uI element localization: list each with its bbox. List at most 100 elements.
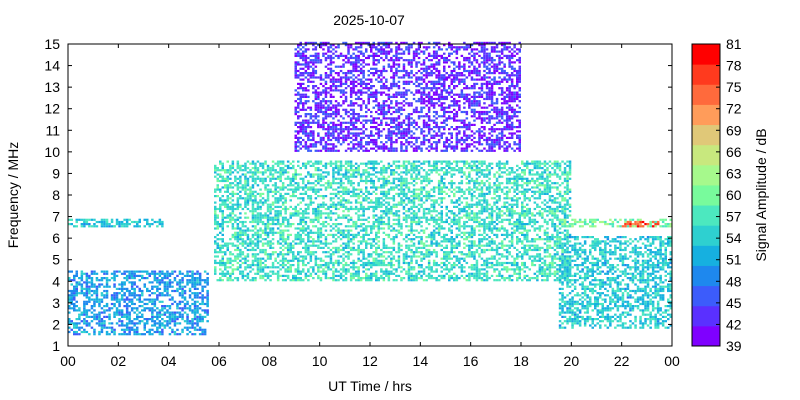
heatmap-cell [221,233,224,236]
heatmap-cell [158,330,162,334]
heatmap-cell [420,251,423,254]
heatmap-cell [269,207,272,211]
heatmap-cell [359,277,363,280]
heatmap-cell [297,164,300,167]
heatmap-cell [493,242,496,245]
heatmap-cell [312,268,315,271]
heatmap-cell [312,231,315,234]
heatmap-cell [324,162,328,165]
heatmap-cell [450,173,453,176]
heatmap-cell [382,182,386,185]
heatmap-cell [266,274,270,277]
heatmap-cell [480,186,484,189]
heatmap-cell [375,277,378,280]
heatmap-cell [498,195,501,198]
heatmap-cell [125,315,129,318]
heatmap-cell [168,313,172,316]
heatmap-cell [516,253,519,256]
heatmap-cell [518,216,521,219]
heatmap-cell [392,238,396,241]
heatmap-cell [430,251,433,254]
heatmap-cell [188,326,192,329]
heatmap-cell [148,307,151,310]
heatmap-cell [203,315,207,318]
heatmap-cell [465,201,469,204]
heatmap-cell [505,236,509,239]
heatmap-cell [465,182,469,185]
heatmap-cell [372,205,375,208]
heatmap-cell [312,207,315,211]
heatmap-cell [375,218,378,221]
heatmap-cell [261,164,265,167]
heatmap-cell [367,264,370,267]
heatmap-cell [176,289,179,293]
heatmap-cell [352,268,355,271]
heatmap-cell [319,216,323,219]
heatmap-cell [460,175,464,178]
heatmap-cell [214,210,217,213]
heatmap-cell [327,186,330,189]
heatmap-cell [178,333,182,336]
heatmap-cell [196,287,199,290]
heatmap-cell [254,257,257,260]
heatmap-cell [319,179,323,183]
heatmap-cell [380,255,383,258]
heatmap-cell [443,233,446,236]
heatmap-cell [312,242,315,245]
heatmap-cell [339,167,343,170]
heatmap-cell [234,175,237,178]
heatmap-cell [68,318,71,321]
heatmap-cell [435,270,438,273]
heatmap-cell [125,307,129,310]
heatmap-cell [354,233,358,236]
heatmap-cell [440,236,443,239]
heatmap-cell [443,277,446,280]
heatmap-cell [543,274,547,277]
heatmap-cell [417,160,421,163]
heatmap-cell [274,177,277,180]
heatmap-cell [88,277,91,280]
heatmap-cell [518,173,521,176]
heatmap-cell [259,227,262,230]
heatmap-cell [292,184,295,187]
heatmap-cell [460,190,464,193]
heatmap-cell [516,264,519,267]
heatmap-cell [254,233,257,236]
heatmap-cell [435,231,438,234]
heatmap-cell [460,236,464,239]
heatmap-cell [440,210,443,213]
heatmap-cell [400,186,403,189]
heatmap-cell [402,199,406,202]
heatmap-cell [513,182,516,185]
heatmap-cell [289,182,292,185]
heatmap-cell [402,201,406,204]
heatmap-cell [372,216,375,219]
heatmap-cell [95,285,99,288]
heatmap-cell [148,225,151,228]
heatmap-cell [357,251,360,254]
heatmap-cell [387,277,391,280]
heatmap-cell [510,203,514,206]
heatmap-cell [279,223,282,226]
heatmap-cell [322,203,325,206]
heatmap-cell [516,197,519,200]
heatmap-cell [357,214,360,217]
heatmap-cell [510,274,514,277]
heatmap-cell [266,240,270,243]
heatmap-cell [382,231,386,234]
heatmap-cell [380,190,383,193]
heatmap-cell [347,268,350,271]
heatmap-cell [483,244,486,247]
heatmap-cell [317,274,320,277]
heatmap-cell [480,244,484,247]
heatmap-cell [161,309,164,312]
heatmap-cell [407,201,411,204]
heatmap-cell [427,253,431,256]
heatmap-cell [425,177,428,180]
heatmap-cell [344,169,348,172]
heatmap-cell [125,287,129,290]
heatmap-cell [153,300,157,303]
heatmap-cell [367,261,370,265]
heatmap-cell [168,322,172,325]
heatmap-cell [274,192,277,195]
